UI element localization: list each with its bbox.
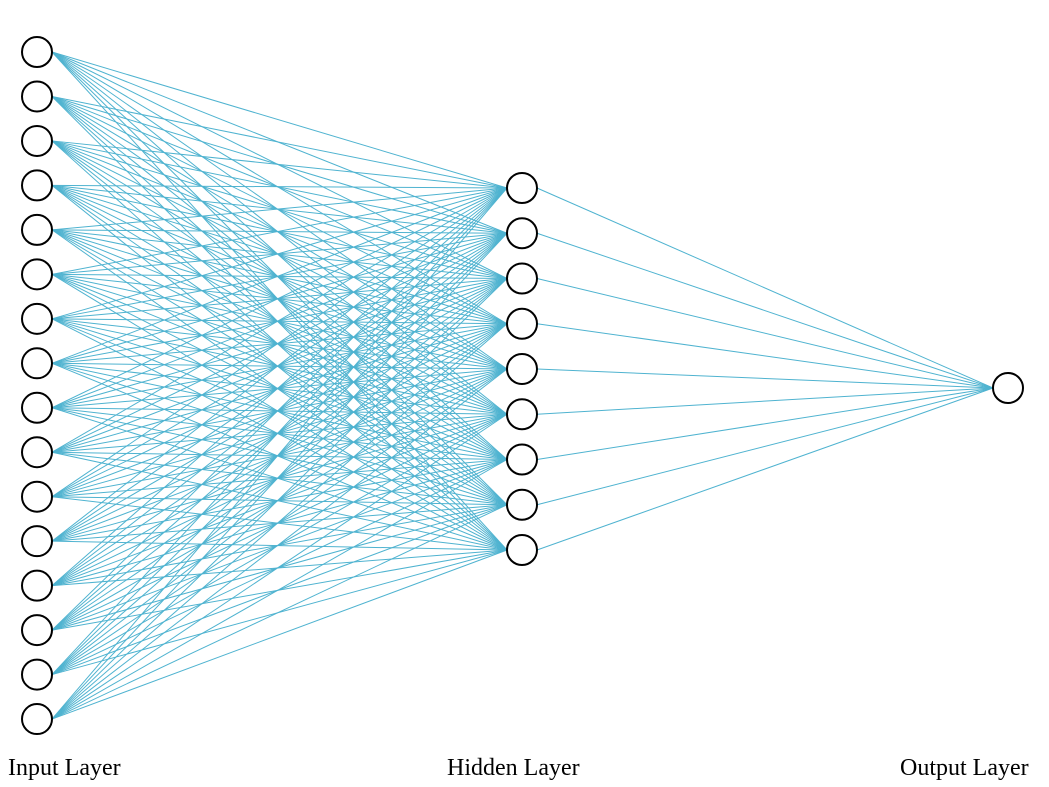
connection-hidden-5-output-0 — [536, 387, 994, 415]
connection-input-15-hidden-1 — [51, 232, 508, 720]
connection-hidden-6-output-0 — [536, 387, 994, 460]
connection-input-14-hidden-0 — [51, 187, 508, 675]
hidden-node-8 — [506, 534, 538, 566]
connection-input-0-hidden-0 — [51, 51, 508, 189]
input-node-15 — [21, 703, 53, 736]
input-layer-label: Input Layer — [8, 755, 121, 781]
connection-input-10-hidden-0 — [51, 187, 508, 498]
connection-input-8-hidden-0 — [51, 187, 508, 409]
connection-input-13-hidden-0 — [51, 187, 508, 631]
connection-input-15-hidden-7 — [51, 504, 508, 720]
input-node-12 — [21, 569, 53, 602]
connection-input-2-hidden-0 — [51, 140, 508, 189]
input-node-8 — [21, 391, 53, 424]
connection-hidden-2-output-0 — [536, 278, 994, 389]
input-node-6 — [21, 302, 53, 335]
hidden-node-3 — [506, 307, 538, 340]
hidden-node-2 — [506, 262, 538, 295]
connection-hidden-4-output-0 — [536, 368, 994, 389]
connection-input-15-hidden-4 — [51, 368, 508, 720]
connection-input-12-hidden-0 — [51, 187, 508, 587]
input-node-13 — [21, 614, 53, 647]
connection-input-6-hidden-0 — [51, 187, 508, 320]
connection-input-15-hidden-6 — [51, 459, 508, 720]
input-node-9 — [21, 436, 53, 469]
connection-input-3-hidden-0 — [51, 184, 508, 189]
connection-input-15-hidden-2 — [51, 278, 508, 720]
layer-labels: Input Layer Hidden Layer Output Layer — [8, 755, 1029, 781]
hidden-node-4 — [506, 353, 538, 385]
connection-input-9-hidden-0 — [51, 187, 508, 453]
input-node-1 — [21, 80, 53, 113]
input-node-11 — [21, 525, 53, 558]
connection-input-1-hidden-0 — [51, 95, 508, 189]
hidden-node-6 — [506, 443, 538, 476]
connection-input-5-hidden-0 — [51, 187, 508, 275]
connection-input-15-hidden-0 — [51, 187, 508, 720]
input-node-3 — [21, 169, 53, 202]
input-node-5 — [21, 258, 53, 291]
connection-hidden-1-output-0 — [536, 232, 994, 389]
connection-input-11-hidden-0 — [51, 187, 508, 542]
input-node-4 — [21, 213, 53, 246]
hidden-node-5 — [506, 398, 538, 431]
connection-hidden-0-output-0 — [536, 187, 994, 389]
hidden-node-1 — [506, 217, 538, 250]
input-node-14 — [21, 658, 53, 691]
input-node-7 — [21, 347, 53, 380]
connection-hidden-3-output-0 — [536, 323, 994, 389]
connection-hidden-8-output-0 — [536, 387, 994, 551]
hidden-layer-label: Hidden Layer — [447, 755, 580, 781]
connection-input-15-hidden-3 — [51, 323, 508, 720]
output-layer-label: Output Layer — [900, 755, 1029, 781]
connection-input-7-hidden-0 — [51, 187, 508, 364]
input-node-10 — [21, 480, 53, 513]
connection-input-15-hidden-5 — [51, 413, 508, 720]
neurons — [21, 36, 1024, 736]
hidden-node-7 — [506, 488, 538, 521]
input-node-0 — [21, 36, 53, 68]
output-node-0 — [992, 372, 1024, 404]
connection-input-15-hidden-8 — [51, 549, 508, 720]
hidden-node-0 — [506, 172, 538, 204]
connection-input-4-hidden-0 — [51, 187, 508, 231]
input-node-2 — [21, 124, 53, 157]
connections — [51, 51, 994, 720]
connection-hidden-7-output-0 — [536, 387, 994, 506]
